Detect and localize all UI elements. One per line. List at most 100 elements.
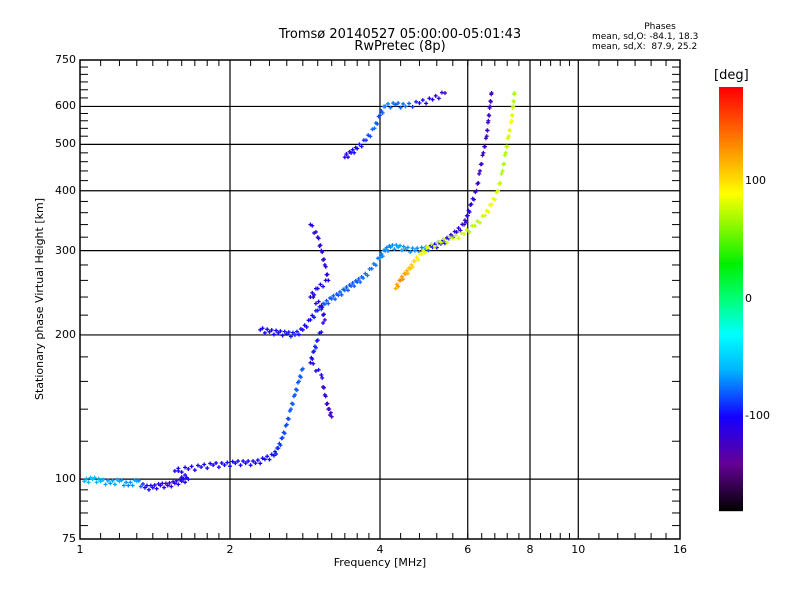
y-tick-label: 500 bbox=[55, 137, 76, 151]
colorbar-segment bbox=[719, 173, 743, 176]
data-point bbox=[300, 327, 305, 332]
colorbar-segment bbox=[719, 377, 743, 380]
data-point bbox=[419, 252, 424, 257]
data-point bbox=[462, 231, 467, 236]
colorbar-segment bbox=[719, 393, 743, 396]
data-point bbox=[284, 331, 289, 336]
colorbar-segment bbox=[719, 195, 743, 198]
data-point bbox=[399, 274, 404, 279]
data-point bbox=[288, 334, 293, 339]
data-point bbox=[312, 292, 317, 297]
colorbar-segment bbox=[719, 409, 743, 412]
x-tick-label: 16 bbox=[673, 543, 687, 556]
data-point bbox=[321, 320, 326, 325]
data-point bbox=[176, 482, 181, 487]
colorbar-segment bbox=[719, 193, 743, 196]
data-point bbox=[311, 349, 316, 354]
colorbar-segment bbox=[719, 465, 743, 468]
colorbar-segment bbox=[719, 93, 743, 96]
data-point bbox=[403, 104, 408, 109]
data-point bbox=[498, 180, 503, 185]
data-point bbox=[90, 477, 95, 482]
data-point bbox=[169, 484, 174, 489]
data-point bbox=[211, 463, 216, 468]
data-point bbox=[502, 161, 507, 166]
data-point bbox=[456, 226, 461, 231]
data-point bbox=[132, 478, 137, 483]
data-point bbox=[383, 104, 388, 109]
data-point bbox=[319, 372, 324, 377]
data-point bbox=[176, 466, 181, 471]
data-point bbox=[294, 329, 299, 334]
data-point bbox=[404, 268, 409, 273]
data-point bbox=[438, 240, 443, 245]
data-point bbox=[442, 241, 447, 246]
colorbar-segment bbox=[719, 265, 743, 268]
data-point bbox=[481, 150, 486, 155]
colorbar-segment bbox=[719, 463, 743, 466]
data-point bbox=[154, 486, 159, 491]
data-point bbox=[371, 261, 376, 266]
data-point bbox=[274, 328, 279, 333]
colorbar-segment bbox=[719, 163, 743, 166]
data-point bbox=[162, 485, 167, 490]
data-point bbox=[426, 245, 431, 250]
colorbar-segment bbox=[719, 339, 743, 342]
data-point bbox=[401, 244, 406, 249]
data-point bbox=[338, 289, 343, 294]
data-point bbox=[361, 275, 366, 280]
data-point bbox=[86, 480, 91, 485]
data-point bbox=[282, 329, 287, 334]
chart-title: Tromsø 20140527 05:00:00-05:01:43 bbox=[278, 27, 522, 42]
data-point bbox=[447, 235, 452, 240]
y-tick-label: 75 bbox=[62, 532, 76, 545]
data-point bbox=[350, 280, 355, 285]
colorbar-segment bbox=[719, 329, 743, 332]
colorbar-segment bbox=[719, 313, 743, 316]
data-point bbox=[392, 247, 397, 252]
data-point bbox=[321, 385, 326, 390]
colorbar-segment bbox=[719, 477, 743, 480]
colorbar-segment bbox=[719, 455, 743, 458]
data-point bbox=[265, 454, 270, 459]
colorbar-segment bbox=[719, 443, 743, 446]
colorbar-tick-label: -100 bbox=[745, 409, 770, 422]
colorbar-segment bbox=[719, 469, 743, 472]
data-point bbox=[419, 245, 424, 250]
data-point bbox=[489, 90, 494, 95]
colorbar-segment bbox=[719, 385, 743, 388]
data-point bbox=[385, 101, 390, 106]
colorbar-segment bbox=[719, 253, 743, 256]
data-point bbox=[327, 406, 332, 411]
data-point bbox=[499, 171, 504, 176]
colorbar-segment bbox=[719, 139, 743, 142]
colorbar-segment bbox=[719, 479, 743, 482]
x-tick-label: 8 bbox=[526, 543, 534, 556]
data-point bbox=[271, 453, 276, 458]
x-tick-label: 10 bbox=[571, 543, 586, 556]
data-point bbox=[352, 284, 357, 289]
data-point bbox=[318, 243, 323, 248]
data-point bbox=[186, 477, 191, 482]
data-point bbox=[410, 104, 415, 109]
colorbar-segment bbox=[719, 323, 743, 326]
data-point bbox=[385, 248, 390, 253]
colorbar-segment bbox=[719, 305, 743, 308]
data-point bbox=[276, 330, 281, 335]
data-point bbox=[476, 180, 481, 185]
colorbar-segment bbox=[719, 303, 743, 306]
data-point bbox=[110, 478, 115, 483]
colorbar-segment bbox=[719, 387, 743, 390]
y-tick-label: 400 bbox=[55, 183, 76, 197]
colorbar-segment bbox=[719, 247, 743, 250]
colorbar-segment bbox=[719, 315, 743, 318]
data-point bbox=[407, 101, 412, 106]
data-point bbox=[278, 443, 283, 448]
colorbar-segment bbox=[719, 499, 743, 502]
data-point bbox=[509, 118, 514, 123]
data-point bbox=[128, 480, 133, 485]
colorbar-segment bbox=[719, 317, 743, 320]
data-point bbox=[246, 459, 251, 464]
data-point bbox=[465, 213, 470, 218]
